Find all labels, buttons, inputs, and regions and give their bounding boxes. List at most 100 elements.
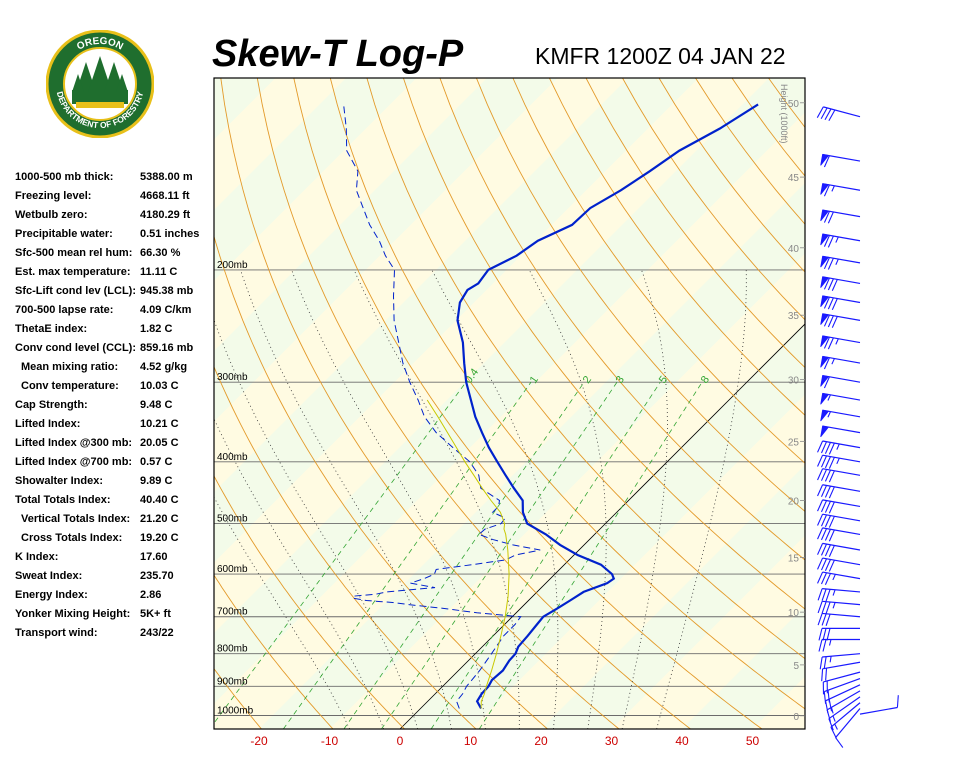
temperature-profile-line [456,103,759,710]
temperature-tick-label: 20 [534,734,548,748]
mixing-ratio-label: 8 [699,374,712,386]
index-value: 19.20 C [140,532,179,544]
index-value: 4.52 g/kg [140,361,188,373]
height-tick-label: 25 [788,437,800,448]
height-tick-label: 35 [788,311,800,322]
index-value: 235.70 [140,570,174,582]
parcel-profile-line [426,399,510,709]
wind-barb [817,557,861,572]
index-label: Sfc-Lift cond lev (LCL): [15,285,136,297]
dry-adiabat-line [512,78,805,464]
wind-barb [823,677,861,704]
index-label: Yonker Mixing Height: [15,608,131,620]
pressure-tick-label: 500mb [217,514,248,525]
isotherm-band [0,78,64,729]
chart-title: Skew-T Log-P [212,33,464,75]
index-value: 20.05 C [140,437,179,449]
temperature-tick-label: -10 [321,734,339,748]
wind-barb [820,255,861,270]
dry-adiabat-line [214,234,548,729]
dry-adiabat-line [293,78,763,729]
temperature-tick-label: 10 [464,734,478,748]
wind-barb [830,702,861,739]
pressure-tick-label: 900mb [217,676,248,687]
wind-barb [819,653,861,670]
wind-barb [820,355,861,370]
height-tick-label: 45 [788,173,800,184]
isotherm-band [214,78,487,351]
height-tick-label: 5 [793,661,799,672]
height-tick-label: 40 [788,244,800,255]
wind-barb [817,513,861,528]
index-label: Cross Totals Index: [21,532,123,544]
isotherm-band [329,253,805,729]
wind-barb [817,484,861,499]
index-value: 40.40 C [140,494,179,506]
isotherm-band [0,78,205,729]
temperature-tick-label: 0 [397,734,404,748]
wind-barb [817,454,861,469]
mixing-ratio-line [478,381,703,729]
index-value: 4.09 C/km [140,304,192,316]
index-value: 859.16 mb [140,342,194,354]
height-tick-label: 30 [788,376,800,387]
index-value: 243/22 [140,627,174,639]
wind-barb [817,612,861,627]
wind-barb [820,313,861,328]
mixing-ratio-label: 5 [657,374,670,386]
wind-barb [817,527,861,542]
wind-barb [820,153,861,168]
dewpoint-profile-line [343,104,541,709]
station-time: KMFR 1200Z 04 JAN 22 [535,43,786,69]
wind-barb [835,708,861,748]
index-value: 945.38 mb [140,285,194,297]
wind-barb [820,335,861,350]
wind-barb [818,627,860,641]
moist-adiabat-line [431,269,559,729]
moist-adiabat-line [240,269,452,729]
temperature-tick-label: 30 [605,734,619,748]
wind-barb [859,695,899,715]
index-value: 66.30 % [140,247,181,259]
index-value: 5K+ ft [140,608,171,620]
dry-adiabat-line [214,365,477,729]
moist-adiabat-line [656,269,747,729]
moist-adiabat-line [291,269,486,729]
index-label: Sweat Index: [15,570,83,582]
wind-barb [820,209,861,224]
index-label: Lifted Index @300 mb: [15,437,133,449]
wind-barb [818,638,860,652]
wind-barb [817,571,861,585]
wind-barb [820,392,861,405]
index-value: 9.48 C [140,399,173,411]
index-label: Transport wind: [15,627,98,639]
wind-barb [820,374,861,389]
index-label: Precipitable water: [15,228,113,240]
isotherm-band [611,535,805,729]
temperature-tick-label: -20 [250,734,268,748]
mixing-ratio-line [430,381,661,729]
index-value: 4180.29 ft [140,209,191,221]
dry-adiabat-line [329,78,805,710]
wind-barb [820,409,861,422]
isotherm-band [470,394,805,729]
mixing-ratio-label: 3 [614,374,627,386]
dry-adiabat-line [366,78,805,660]
wind-barb [820,295,861,311]
index-label: Est. max temperature: [15,266,131,278]
isotherm-band [214,78,346,210]
index-value: 17.60 [140,551,168,563]
dry-adiabat-line [475,78,805,512]
svg-text:OREGON: OREGON [75,36,125,53]
dry-adiabat-line [439,78,805,561]
freezing-isotherm-line [399,323,805,729]
wind-barb [817,588,861,602]
mixing-ratio-line [381,381,618,729]
index-value: 10.03 C [140,380,179,392]
height-tick-label: 10 [788,608,800,619]
wind-barb [817,542,861,557]
index-value: 10.21 C [140,418,179,430]
index-value: 0.51 inches [140,228,200,240]
index-label: ThetaE index: [15,323,88,335]
